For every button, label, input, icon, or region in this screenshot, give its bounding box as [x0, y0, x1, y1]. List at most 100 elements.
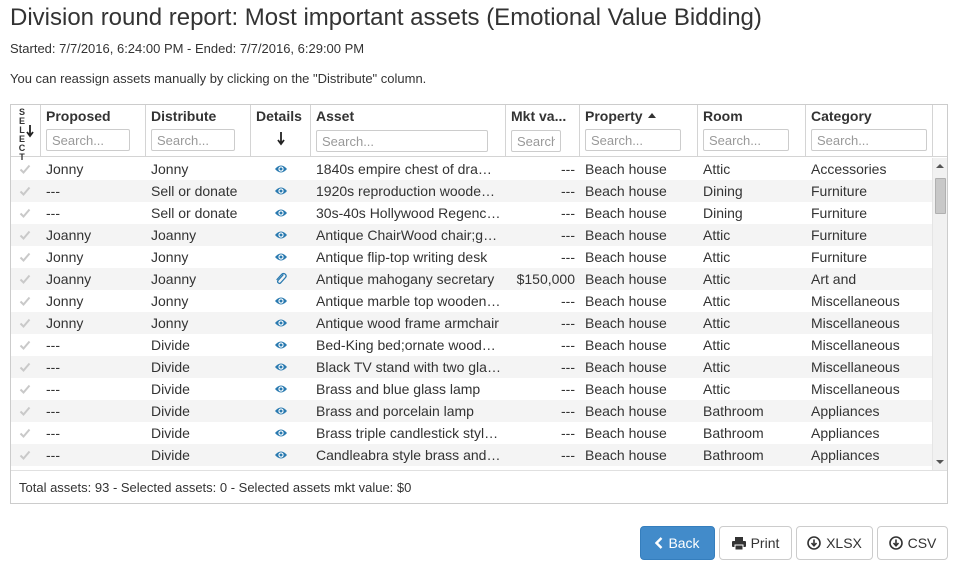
distribute-column-header[interactable]: Distribute: [146, 105, 251, 157]
scroll-thumb[interactable]: [935, 178, 946, 214]
property-cell: Beach house: [585, 183, 667, 199]
row-select-checkbox[interactable]: [19, 273, 31, 285]
export-xlsx-button[interactable]: XLSX: [796, 526, 873, 560]
paperclip-icon[interactable]: [251, 268, 311, 290]
row-select-checkbox[interactable]: [19, 383, 31, 395]
distribute-cell[interactable]: Divide: [151, 403, 190, 419]
row-select-checkbox[interactable]: [19, 207, 31, 219]
row-select-checkbox[interactable]: [19, 295, 31, 307]
scroll-down-icon[interactable]: [936, 460, 944, 464]
row-select-checkbox[interactable]: [19, 361, 31, 373]
room-column-header[interactable]: Room: [698, 105, 806, 157]
eye-icon[interactable]: [251, 444, 311, 466]
asset-cell: Candleabra style brass and glass lamp: [316, 447, 506, 463]
room-cell: Dining: [703, 183, 743, 199]
row-select-checkbox[interactable]: [19, 449, 31, 461]
distribute-cell[interactable]: Divide: [151, 337, 190, 353]
distribute-cell[interactable]: Joanny: [151, 227, 197, 243]
table-row: --- Divide Candleabra style brass and glas…: [11, 444, 933, 466]
property-cell: Beach house: [585, 271, 667, 287]
eye-icon[interactable]: [251, 180, 311, 202]
table-row: --- Divide Brass and porcelain lamp --- Beac…: [11, 400, 933, 422]
room-cell: Attic: [703, 359, 731, 375]
proposed-cell: ---: [46, 183, 60, 199]
row-select-checkbox[interactable]: [19, 339, 31, 351]
eye-icon[interactable]: [251, 312, 311, 334]
mkt-cell: ---: [561, 447, 575, 463]
eye-icon[interactable]: [251, 334, 311, 356]
distribute-cell[interactable]: Divide: [151, 359, 190, 375]
proposed-column-header[interactable]: Proposed: [41, 105, 146, 157]
asset-column-header[interactable]: Asset: [311, 105, 506, 157]
print-button[interactable]: Print: [719, 526, 792, 560]
eye-icon[interactable]: [251, 400, 311, 422]
eye-icon[interactable]: [251, 158, 311, 180]
mkt-value-column-header[interactable]: Mkt va...: [506, 105, 580, 157]
distribute-cell[interactable]: Divide: [151, 381, 190, 397]
category-cell: Appliances: [811, 425, 880, 441]
distribute-cell[interactable]: Joanny: [151, 271, 197, 287]
export-csv-button[interactable]: CSV: [877, 526, 948, 560]
row-select-checkbox[interactable]: [19, 163, 31, 175]
property-cell: Beach house: [585, 425, 667, 441]
sort-asc-icon: [647, 112, 656, 118]
asset-cell: Brass triple candlestick style lamp: [316, 425, 506, 441]
distribute-cell[interactable]: Divide: [151, 447, 190, 463]
vertical-scrollbar[interactable]: [932, 158, 947, 470]
eye-icon[interactable]: [251, 246, 311, 268]
mkt-value-search-input[interactable]: [511, 130, 561, 152]
category-cell: Art and: [811, 271, 857, 287]
distribute-cell[interactable]: Jonny: [151, 249, 189, 265]
page-title: Division round report: Most important as…: [10, 4, 762, 31]
scroll-up-icon[interactable]: [936, 164, 944, 168]
selection-summary: Total assets: 93 - Selected assets: 0 - …: [19, 480, 412, 495]
row-select-checkbox[interactable]: [19, 405, 31, 417]
eye-icon[interactable]: [251, 422, 311, 444]
download-icon: [888, 536, 903, 550]
table-row: --- Sell or donate 1920s reproduction wood…: [11, 180, 933, 202]
row-select-checkbox[interactable]: [19, 251, 31, 263]
asset-search-input[interactable]: [316, 130, 488, 152]
category-cell: Appliances: [811, 447, 880, 463]
proposed-cell: Jonny: [46, 161, 84, 177]
proposed-cell: Jonny: [46, 249, 84, 265]
category-header-label: Category: [811, 108, 872, 124]
category-cell: Accessories: [811, 161, 887, 177]
category-search-input[interactable]: [811, 129, 927, 151]
distribute-search-input[interactable]: [151, 129, 235, 151]
room-cell: Bathroom: [703, 425, 764, 441]
property-header-label: Property: [585, 108, 656, 124]
proposed-cell: Joanny: [46, 227, 92, 243]
arrow-down-icon: [277, 132, 285, 146]
row-select-checkbox[interactable]: [19, 229, 31, 241]
property-cell: Beach house: [585, 403, 667, 419]
property-header-text: Property: [585, 108, 643, 124]
eye-icon[interactable]: [251, 290, 311, 312]
property-search-input[interactable]: [585, 129, 681, 151]
details-column-header[interactable]: Details: [251, 105, 311, 157]
row-select-checkbox[interactable]: [19, 185, 31, 197]
distribute-cell[interactable]: Jonny: [151, 293, 189, 309]
eye-icon[interactable]: [251, 202, 311, 224]
row-select-checkbox[interactable]: [19, 427, 31, 439]
mkt-cell: ---: [561, 315, 575, 331]
distribute-cell[interactable]: Jonny: [151, 161, 189, 177]
row-select-checkbox[interactable]: [19, 317, 31, 329]
proposed-search-input[interactable]: [46, 129, 130, 151]
eye-icon[interactable]: [251, 224, 311, 246]
back-button[interactable]: Back: [640, 526, 715, 560]
eye-icon[interactable]: [251, 356, 311, 378]
distribute-cell[interactable]: Sell or donate: [151, 205, 238, 221]
distribute-cell[interactable]: Sell or donate: [151, 183, 238, 199]
print-icon: [731, 536, 746, 550]
room-search-input[interactable]: [703, 129, 789, 151]
distribute-cell[interactable]: Jonny: [151, 315, 189, 331]
property-cell: Beach house: [585, 315, 667, 331]
property-column-header[interactable]: Property: [580, 105, 698, 157]
asset-cell: 1840s empire chest of drawers: [316, 161, 506, 177]
category-column-header[interactable]: Category: [806, 105, 933, 157]
distribute-cell[interactable]: Divide: [151, 425, 190, 441]
eye-icon[interactable]: [251, 378, 311, 400]
table-row: --- Divide Brass triple candlestick style …: [11, 422, 933, 444]
